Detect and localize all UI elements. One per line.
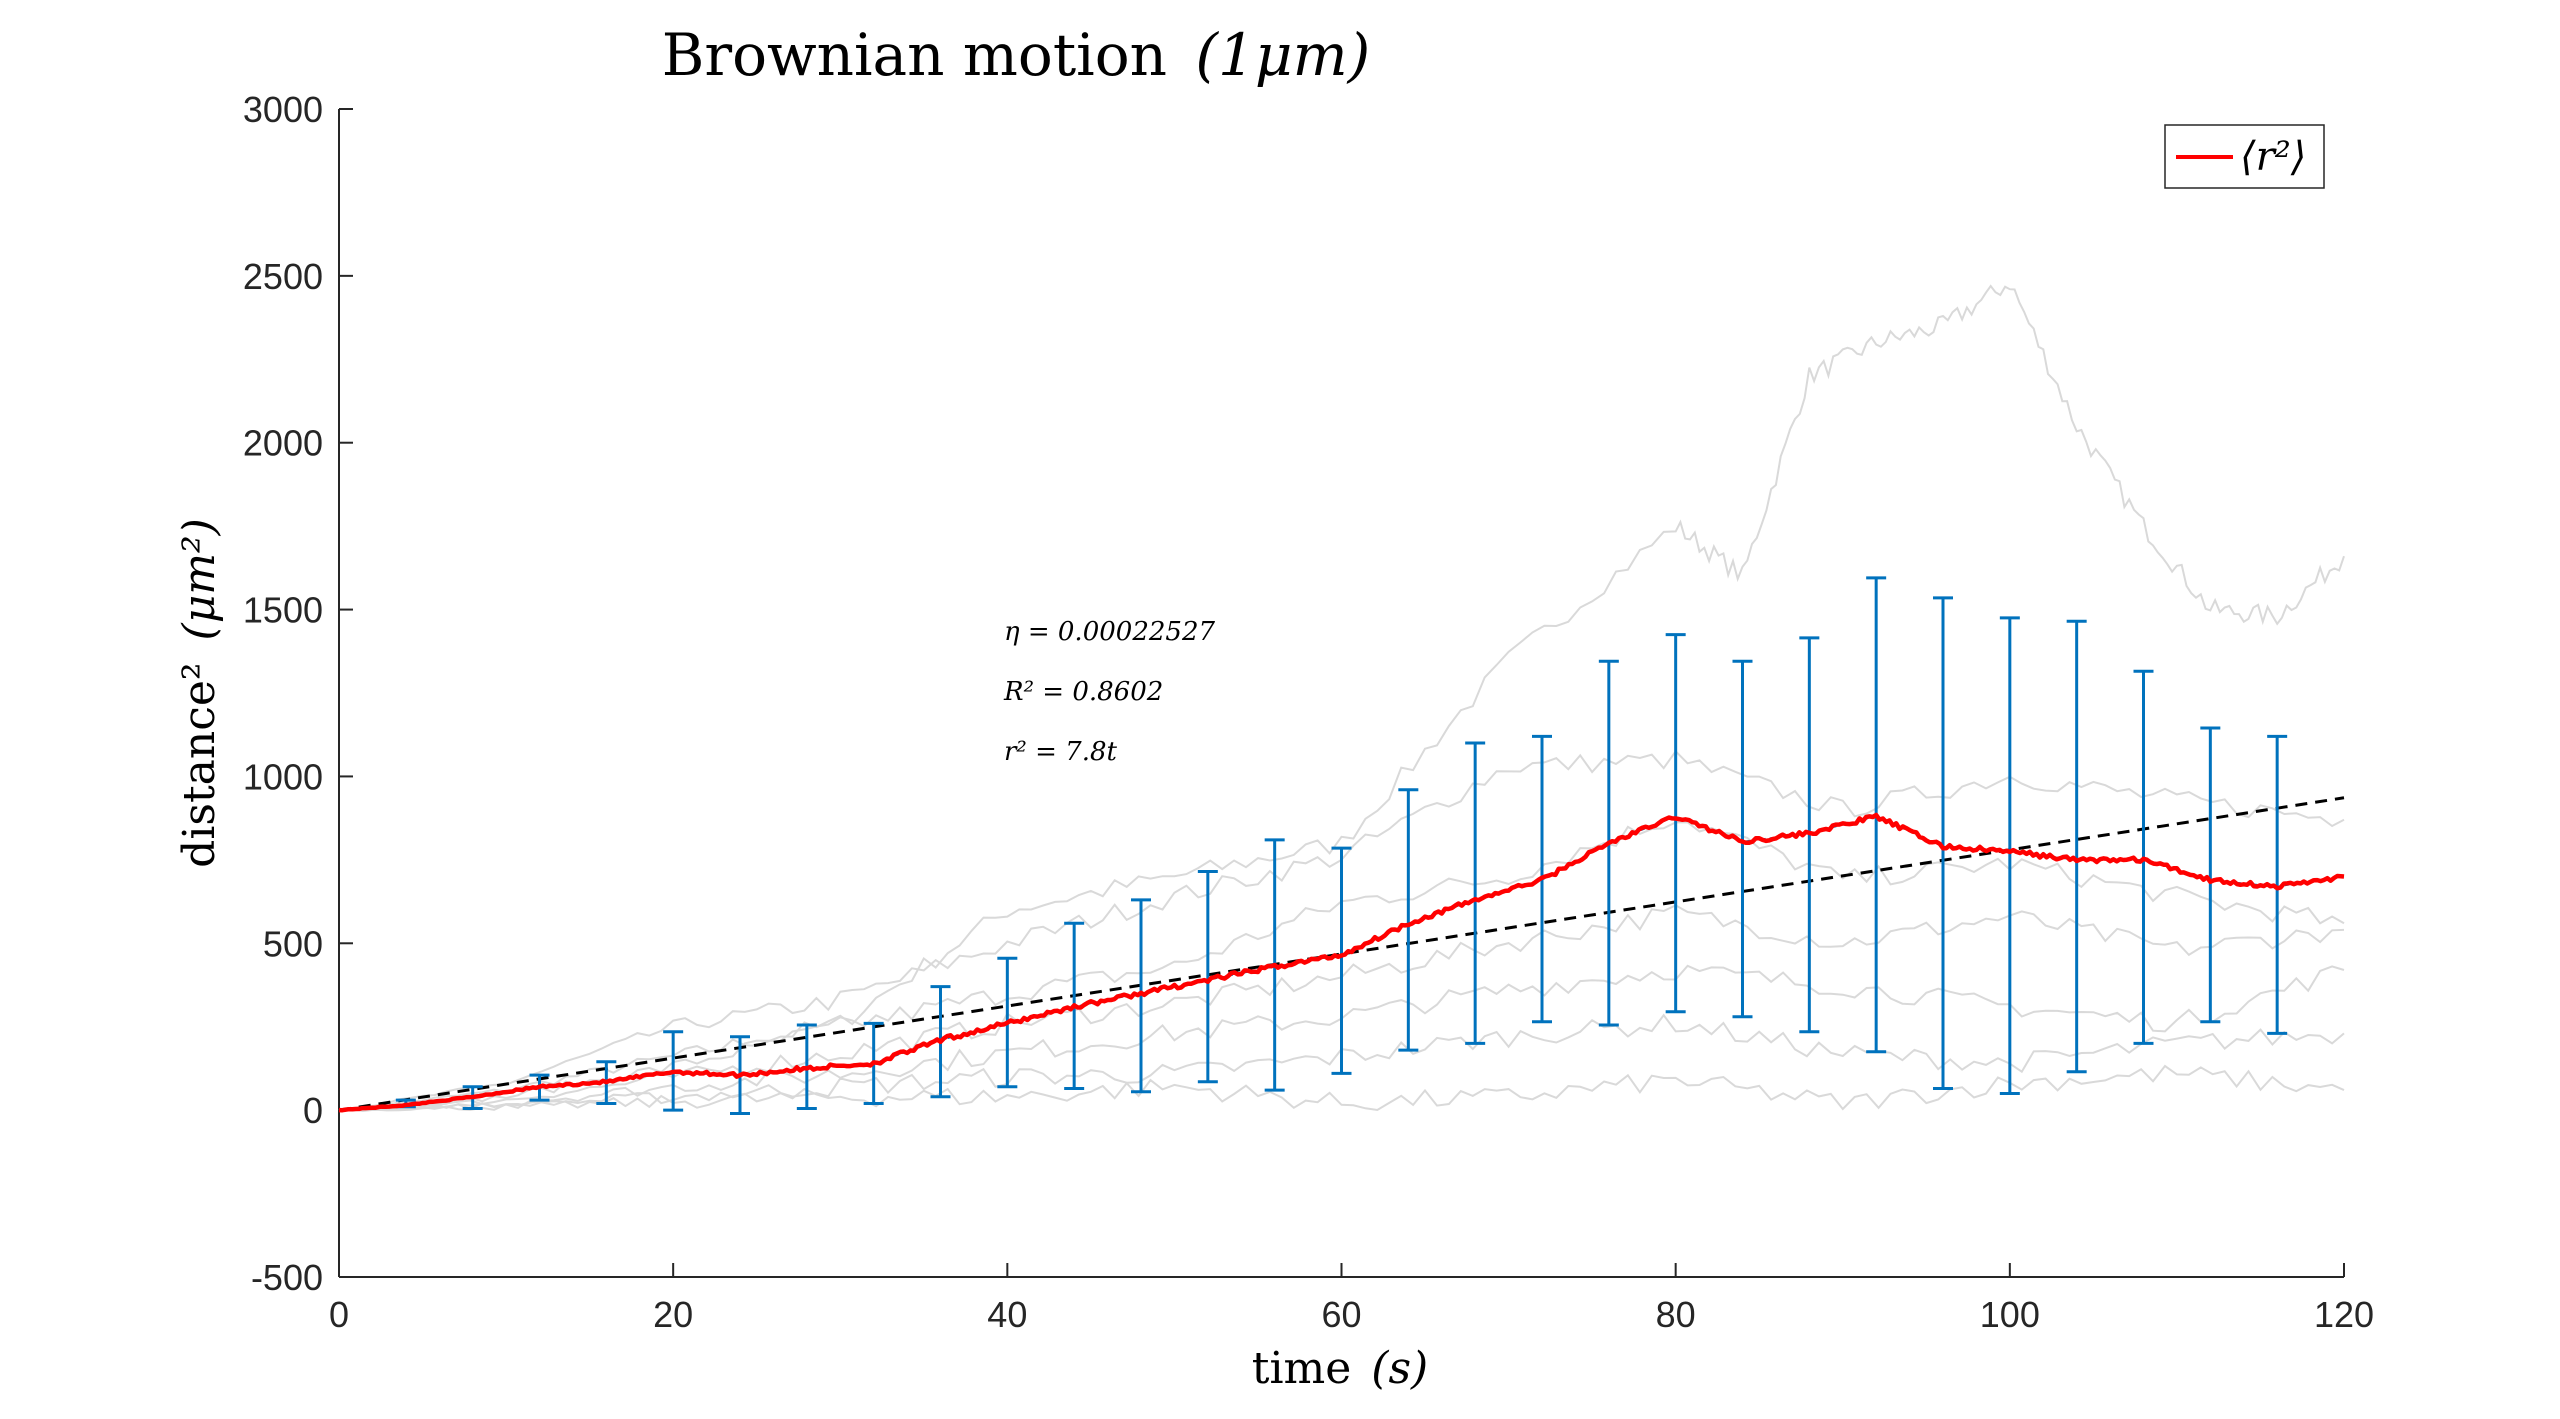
annotation-fit-equation: r² = 7.8t [1004,737,1118,767]
x-axis-unit: (s) [1371,1343,1428,1394]
y-tick-label: 1500 [243,590,323,631]
chart-title-math: (1μm) [1195,21,1370,89]
mean-series [338,812,2345,1113]
trajectory-line [338,284,2345,1112]
fit-annotations: η = 0.00022527 R² = 0.8602 r² = 7.8t [1003,617,1215,767]
x-tick-label: 120 [2314,1294,2374,1335]
y-axis-ticks: -500 0 500 1000 1500 2000 2500 3000 [243,89,353,1298]
x-axis-title: time (s) [1252,1343,1428,1394]
mean-squared-displacement-line [338,812,2345,1113]
y-tick-label: 0 [303,1090,323,1131]
y-tick-label: -500 [251,1257,323,1298]
y-axis-unit: (μm²) [174,518,225,640]
x-tick-label: 60 [1321,1294,1361,1335]
y-tick-label: 2500 [243,256,323,297]
x-tick-label: 100 [1980,1294,2040,1335]
chart-title: Brownian motion (1μm) [662,21,1371,89]
legend-label-mean: ⟨r²⟩ [2240,134,2306,180]
chart-title-text: Brownian motion [662,21,1167,89]
y-tick-label: 2000 [243,423,323,464]
error-bars [395,576,2288,1115]
annotation-r-squared: R² = 0.8602 [1003,677,1163,707]
x-tick-label: 0 [329,1294,349,1335]
legend: ⟨r²⟩ [2164,124,2325,189]
y-tick-label: 500 [263,923,323,964]
y-axis-label: distance² [174,662,225,867]
x-tick-label: 80 [1656,1294,1696,1335]
x-tick-label: 20 [653,1294,693,1335]
y-axis-title: distance² (μm²) [174,518,225,868]
x-tick-label: 40 [987,1294,1027,1335]
x-axis-ticks: 0 20 40 60 80 100 120 [329,1263,2374,1335]
y-tick-label: 3000 [243,89,323,130]
y-tick-label: 1000 [243,756,323,797]
annotation-eta: η = 0.00022527 [1004,617,1215,647]
x-axis-label: time [1252,1343,1352,1394]
